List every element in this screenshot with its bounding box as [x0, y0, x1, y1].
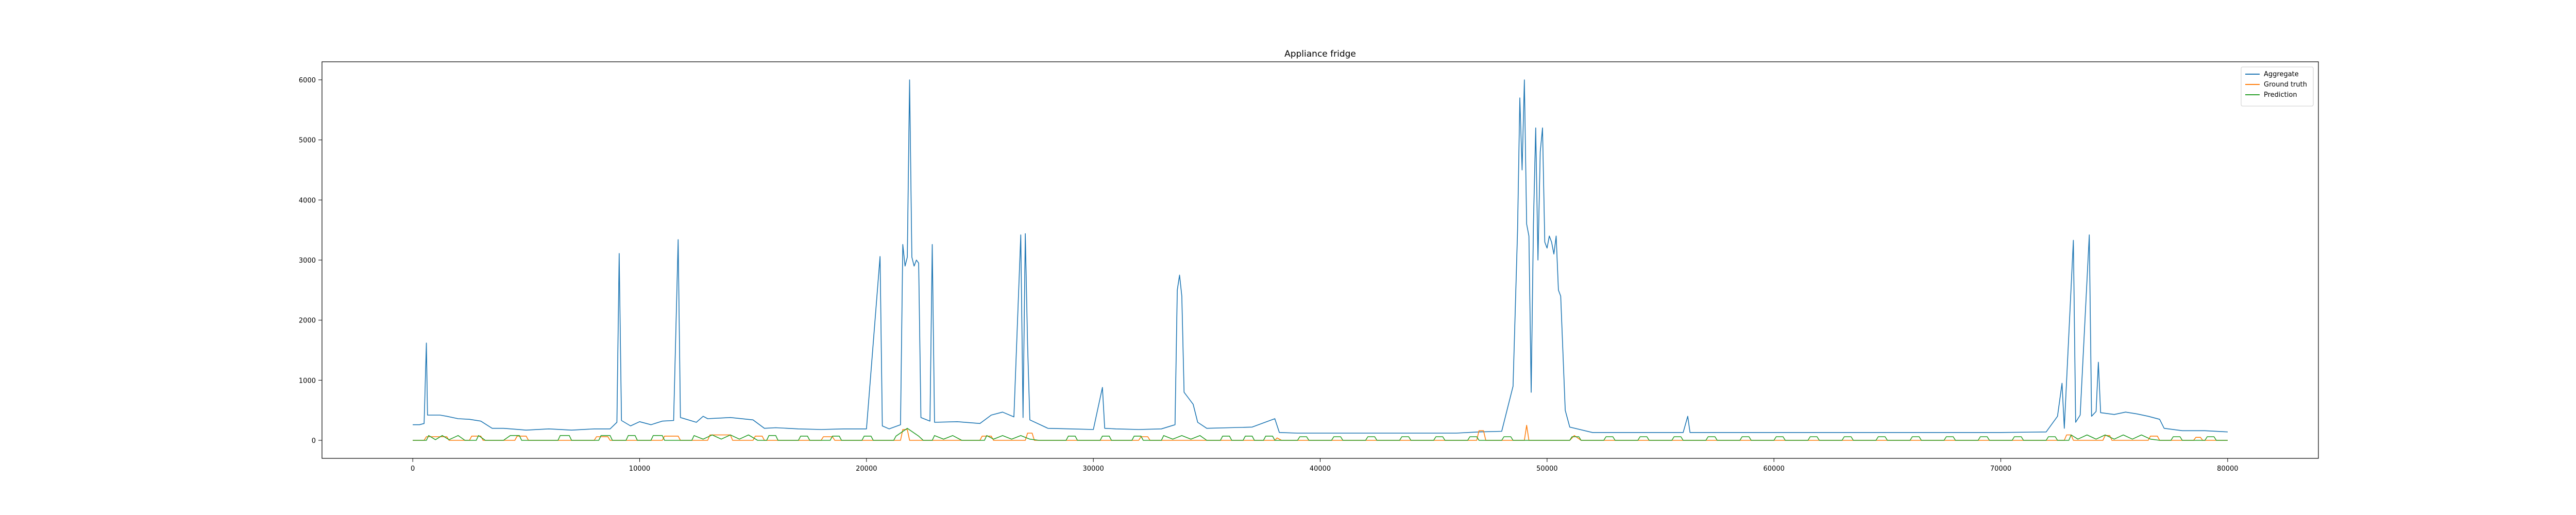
x-axis: 0 10000 20000 30000 40000 50000 60000 70000 8000…: [411, 458, 2239, 473]
x-tick-label: 80000: [2217, 465, 2238, 473]
y-tick-label: 2000: [299, 317, 316, 325]
legend-label-prediction: Prediction: [2264, 91, 2297, 99]
x-tick-label: 20000: [856, 465, 877, 473]
y-tick-label: 4000: [299, 197, 316, 204]
x-tick-label: 30000: [1082, 465, 1104, 473]
x-tick-label: 40000: [1310, 465, 1331, 473]
series-layer: [413, 79, 2228, 441]
x-tick-label: 60000: [1764, 465, 1785, 473]
y-tick-label: 5000: [299, 137, 316, 145]
legend-label-ground-truth: Ground truth: [2264, 81, 2307, 89]
x-tick-label: 0: [411, 465, 415, 473]
y-tick-label: 1000: [299, 377, 316, 385]
x-tick-label: 70000: [1990, 465, 2011, 473]
x-tick-label: 50000: [1536, 465, 1557, 473]
legend: Aggregate Ground truth Prediction: [2241, 66, 2314, 107]
x-tick-label: 10000: [629, 465, 650, 473]
y-tick-label: 3000: [299, 257, 316, 265]
y-tick-label: 0: [312, 437, 316, 445]
series-line-prediction: [413, 427, 2228, 441]
series-line-aggregate: [413, 79, 2228, 434]
y-tick-label: 6000: [299, 77, 316, 84]
legend-label-aggregate: Aggregate: [2264, 71, 2299, 78]
y-axis: 0 1000 2000 3000 4000 5000 6000: [299, 77, 322, 445]
legend-box: [2241, 66, 2314, 107]
chart-title: Appliance fridge: [1284, 49, 1356, 59]
